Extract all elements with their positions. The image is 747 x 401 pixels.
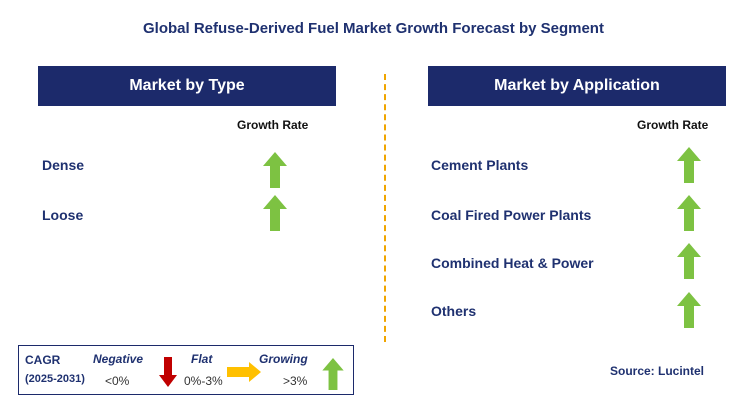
legend-flat-label: Flat xyxy=(191,352,213,366)
green-up-arrow-icon xyxy=(677,243,701,279)
legend-period: (2025-2031) xyxy=(25,373,85,385)
green-up-arrow-icon xyxy=(677,147,701,183)
legend-cagr-label: CAGR xyxy=(25,353,61,367)
green-up-arrow-icon xyxy=(322,358,344,390)
cagr-legend: CAGR (2025-2031) Negative <0% Flat 0%-3%… xyxy=(18,345,354,395)
type-growth-rate-label: Growth Rate xyxy=(237,118,309,132)
yellow-right-arrow-icon xyxy=(227,362,261,382)
green-up-arrow-icon xyxy=(263,195,287,231)
application-row-cement-plants: Cement Plants xyxy=(431,157,529,173)
page-title: Global Refuse-Derived Fuel Market Growth… xyxy=(143,20,604,37)
application-row-combined-heat: Combined Heat & Power xyxy=(431,255,594,271)
legend-growing-value: >3% xyxy=(283,374,308,388)
application-growth-rate-label: Growth Rate xyxy=(637,118,709,132)
application-row-coal-fired: Coal Fired Power Plants xyxy=(431,207,592,223)
application-row-others: Others xyxy=(431,303,477,319)
green-up-arrow-icon xyxy=(677,195,701,231)
type-row-dense: Dense xyxy=(42,157,85,173)
market-by-application-header: Market by Application xyxy=(428,66,726,106)
market-by-type-header: Market by Type xyxy=(38,66,336,106)
panel-divider xyxy=(384,74,386,342)
legend-negative-value: <0% xyxy=(105,374,130,388)
legend-growing-label: Growing xyxy=(259,352,308,366)
legend-negative-label: Negative xyxy=(93,352,144,366)
green-up-arrow-icon xyxy=(677,292,701,328)
legend-flat-value: 0%-3% xyxy=(184,374,223,388)
red-down-arrow-icon xyxy=(159,357,177,387)
source-credit: Source: Lucintel xyxy=(610,364,705,378)
green-up-arrow-icon xyxy=(263,152,287,188)
type-row-loose: Loose xyxy=(42,207,84,223)
